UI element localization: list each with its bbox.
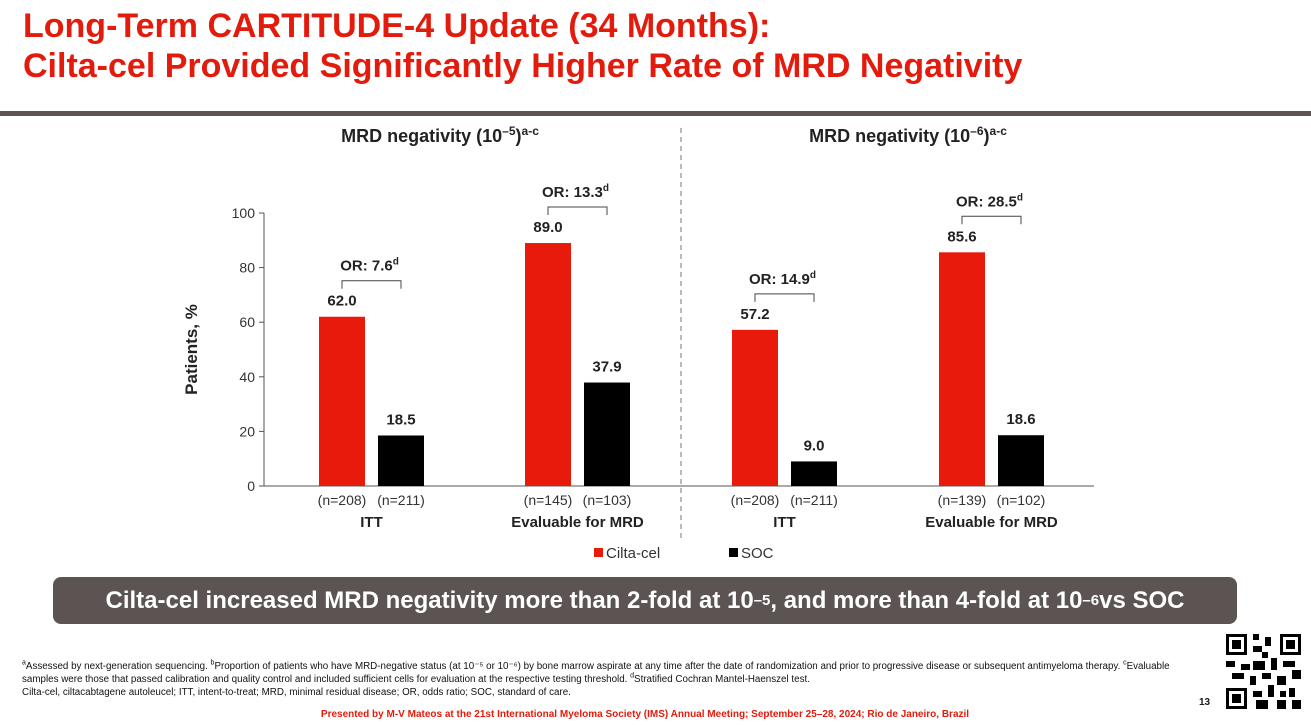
bar-cilta-cel (732, 329, 778, 486)
n-count-label: (n=208) (731, 492, 780, 508)
presented-by: Presented by M-V Mateos at the 21st Inte… (320, 709, 970, 720)
slide-title: Long-Term CARTITUDE-4 Update (34 Months)… (23, 6, 1022, 86)
title-divider (0, 111, 1311, 116)
footnote-c: Evaluable samples were those that passed… (22, 661, 1170, 685)
footnote-b: Proportion of patients who have MRD-nega… (214, 661, 1124, 672)
footnote-d: Stratified Cochran Mantel-Haenszel test. (634, 674, 810, 685)
n-count-label: (n=211) (377, 492, 425, 508)
bar-value-label: 57.2 (740, 306, 769, 323)
odds-ratio-label: OR: 13.3d (542, 183, 609, 201)
footnote-a: Assessed by next-generation sequencing. (25, 661, 211, 672)
y-axis-label: Patients, % (182, 304, 201, 395)
footnote-a-mark: a (22, 659, 26, 667)
footnote-d-mark: d (630, 672, 635, 680)
bar-soc (998, 435, 1044, 486)
group-label: Evaluable for MRD (511, 514, 644, 531)
bar-soc (584, 382, 630, 486)
n-count-label: (n=103) (583, 492, 632, 508)
title-line-1: Long-Term CARTITUDE-4 Update (34 Months)… (23, 7, 771, 45)
banner-text-3: vs SOC (1099, 586, 1185, 614)
bar-value-label: 9.0 (804, 437, 825, 454)
odds-ratio-bracket (341, 280, 402, 289)
bar-value-label: 18.5 (386, 411, 415, 428)
n-count-label: (n=211) (790, 492, 838, 508)
bar-value-label: 62.0 (327, 293, 356, 310)
odds-ratio-label: OR: 28.5d (956, 192, 1023, 210)
odds-ratio-bracket (754, 293, 815, 302)
title-line-2: Cilta-cel Provided Significantly Higher … (23, 47, 1023, 85)
group-label: ITT (773, 514, 796, 531)
legend-label: Cilta-cel (606, 545, 660, 562)
banner-text-2: , and more than 4-fold at 10 (770, 586, 1083, 614)
bar-cilta-cel (939, 252, 985, 486)
y-tick-label: 100 (232, 205, 256, 221)
qr-code-icon[interactable] (1226, 634, 1301, 709)
odds-ratio-bracket (547, 206, 608, 216)
n-count-label: (n=139) (938, 492, 987, 508)
bar-cilta-cel (525, 243, 571, 486)
odds-ratio-label: OR: 7.6d (340, 257, 399, 275)
bar-cilta-cel (319, 316, 365, 486)
y-tick-label: 0 (247, 478, 255, 494)
bar-value-label: 18.6 (1006, 411, 1035, 428)
legend-label: SOC (741, 545, 774, 562)
bar-value-label: 89.0 (533, 219, 562, 236)
mrd-bar-chart: 0 20 40 60 80 100 Patients, % MRD negativity (1… (182, 124, 1094, 562)
footnote-b-mark: b (210, 659, 215, 667)
odds-ratio-bracket (961, 215, 1022, 225)
legend-swatch-soc (729, 548, 738, 557)
footnote-c-mark: c (1123, 659, 1127, 667)
panel-title: MRD negativity (10–5)a-c (341, 124, 539, 146)
abbreviations: Cilta-cel, ciltacabtagene autoleucel; IT… (22, 687, 571, 698)
footnotes: aAssessed by next-generation sequencing.… (22, 660, 1182, 699)
bar-soc (378, 435, 424, 486)
y-tick-label: 80 (239, 260, 255, 276)
n-count-label: (n=102) (997, 492, 1046, 508)
banner-text-1: Cilta-cel increased MRD negativity more … (105, 586, 754, 614)
y-tick-label: 60 (239, 314, 255, 330)
y-tick-label: 40 (239, 369, 255, 385)
bar-value-label: 37.9 (592, 359, 621, 376)
legend-swatch-cilta-cel (594, 548, 603, 557)
odds-ratio-label: OR: 14.9d (749, 270, 816, 288)
y-tick-label: 20 (239, 423, 255, 439)
group-label: Evaluable for MRD (925, 514, 1058, 531)
bar-value-label: 85.6 (947, 228, 976, 245)
panel-title: MRD negativity (10–6)a-c (809, 124, 1007, 146)
bar-soc (791, 461, 837, 486)
n-count-label: (n=208) (318, 492, 367, 508)
page-number: 13 (1199, 697, 1211, 708)
group-label: ITT (360, 514, 383, 531)
key-takeaway-banner: Cilta-cel increased MRD negativity more … (53, 577, 1237, 624)
n-count-label: (n=145) (524, 492, 573, 508)
